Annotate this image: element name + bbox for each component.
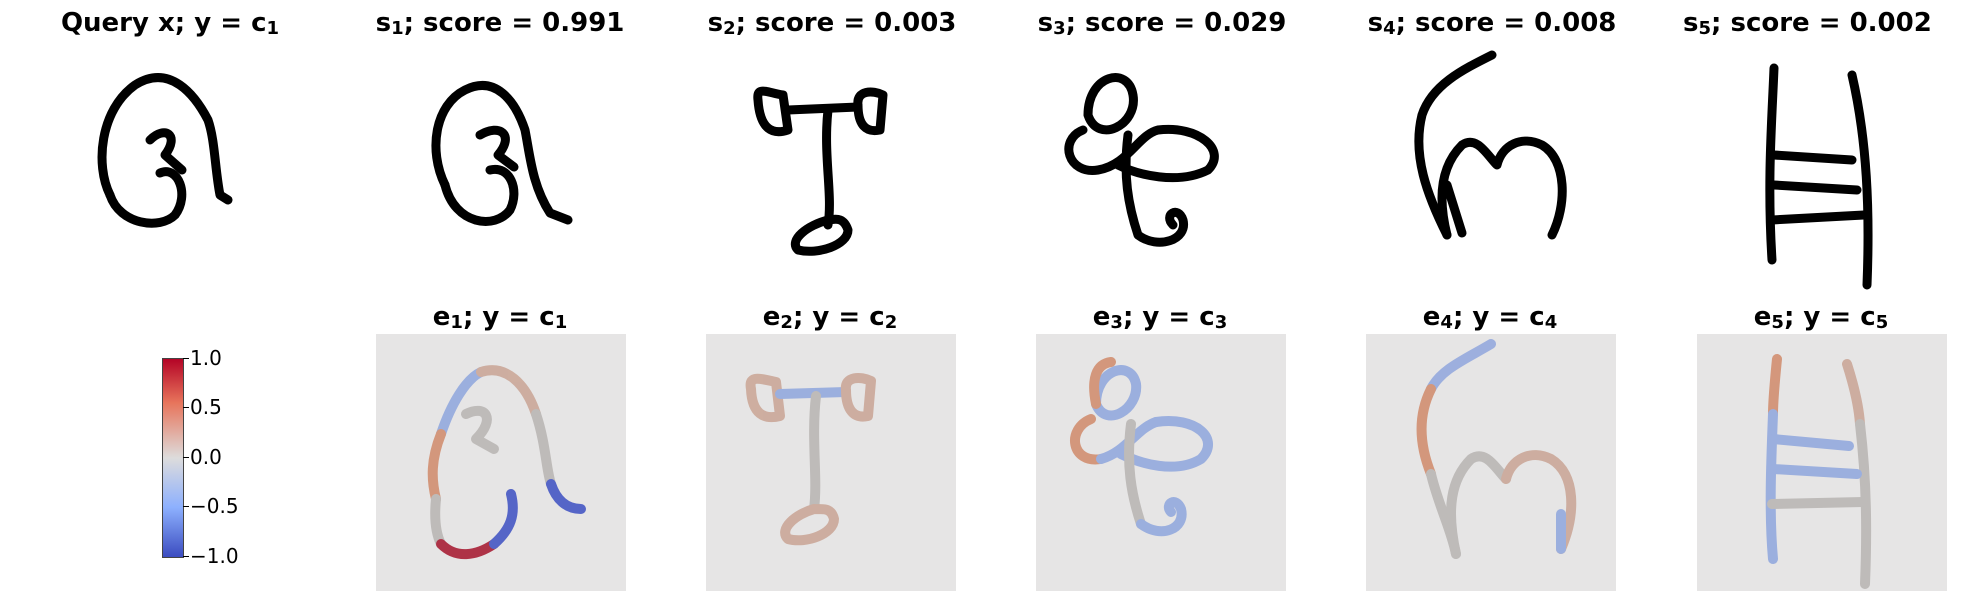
support-1-glyph-image: [431, 81, 573, 226]
support-2-title: s2; score = 0.003: [707, 8, 957, 39]
explanation-4-title: e4; y = c4: [1422, 302, 1558, 333]
support-4-title: s4; score = 0.008: [1367, 8, 1617, 39]
explanation-5-heatmap: [1697, 334, 1947, 591]
explanation-2-heatmap: [706, 334, 956, 591]
support-3-glyph-image: [1064, 73, 1219, 247]
colorbar-tick-marks: [183, 358, 189, 558]
colorbar-tick-0: 0.0: [190, 445, 222, 469]
colorbar-tick-neg-1: −1.0: [190, 544, 239, 568]
colorbar-tick-0.5: 0.5: [190, 395, 222, 419]
colorbar: [162, 358, 184, 558]
support-3-title: s3; score = 0.029: [1037, 8, 1287, 39]
explanation-1-title: e1; y = c1: [432, 302, 568, 333]
explanation-4-heatmap: [1366, 334, 1616, 591]
support-5-glyph-image: [1765, 63, 1873, 290]
colorbar-tick-neg-0.5: −0.5: [190, 494, 239, 518]
colorbar-tick-1: 1.0: [190, 346, 222, 370]
explanation-1-heatmap: [376, 334, 626, 591]
explanation-3-title: e3; y = c3: [1092, 302, 1228, 333]
support-4-glyph-image: [1414, 50, 1567, 240]
explanation-3-heatmap: [1036, 334, 1286, 591]
query-glyph-image: [97, 73, 233, 228]
support-2-glyph-image: [753, 86, 888, 256]
explanation-2-title: e2; y = c2: [762, 302, 898, 333]
query-title: Query x; y = c1: [60, 8, 280, 39]
colorbar-gradient: [163, 359, 183, 557]
support-1-title: s1; score = 0.991: [375, 8, 625, 39]
support-5-title: s5; score = 0.002: [1683, 8, 1932, 39]
explanation-5-title: e5; y = c5: [1753, 302, 1889, 333]
